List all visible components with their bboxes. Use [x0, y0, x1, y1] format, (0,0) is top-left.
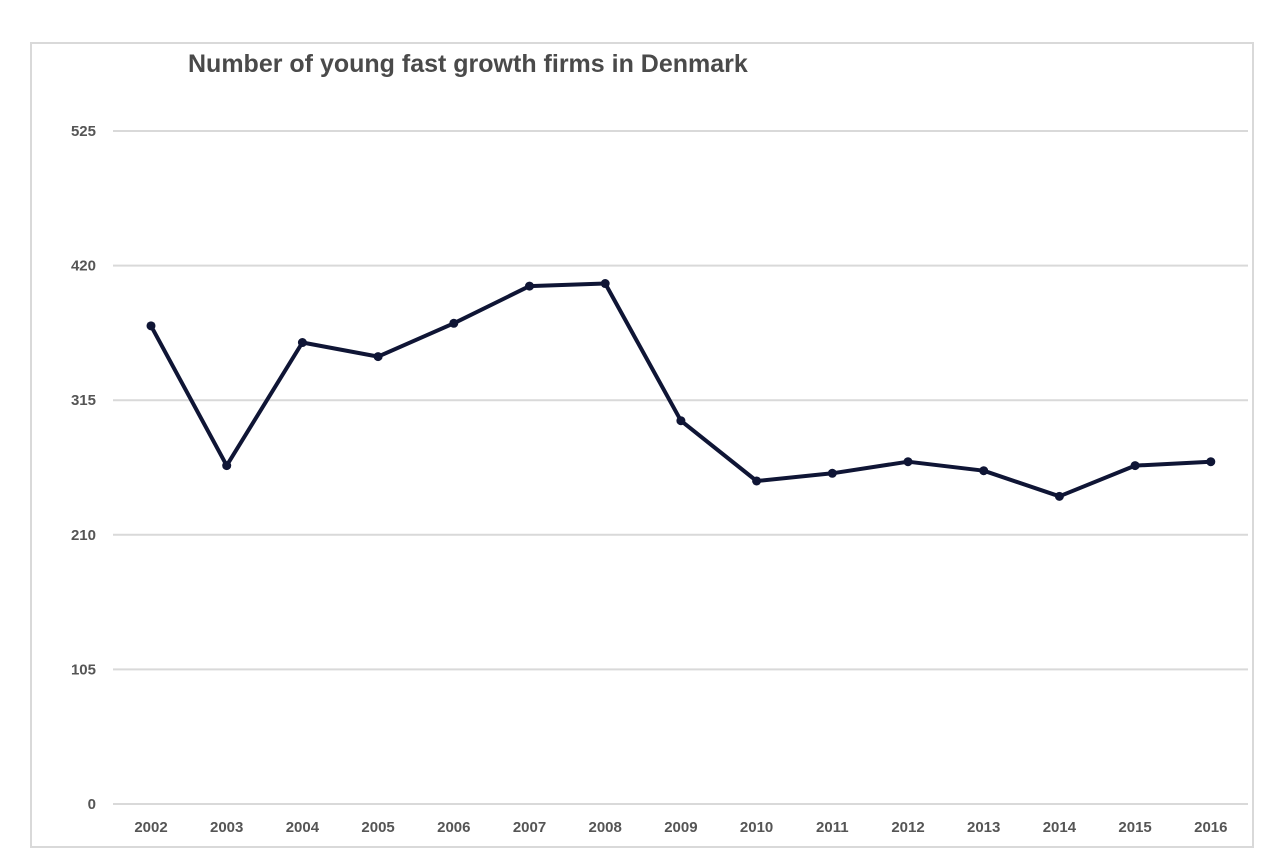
y-tick-label: 210: [71, 527, 96, 544]
x-tick-label: 2004: [286, 819, 320, 836]
series-line: [149, 281, 1213, 499]
data-point-2008: [600, 279, 610, 289]
data-point-2007: [525, 281, 534, 291]
x-tick-label: 2012: [891, 819, 924, 836]
y-tick-label: 525: [71, 123, 96, 140]
x-tick-label: 2006: [437, 819, 470, 836]
x-tick-label: 2014: [1043, 819, 1077, 836]
data-point-2004: [297, 338, 307, 348]
data-point-2009: [676, 416, 686, 426]
x-tick-label: 2011: [816, 819, 849, 836]
chart-title: Number of young fast growth firms in Den…: [188, 50, 748, 78]
y-tick-label: 420: [71, 258, 96, 275]
y-tick-label: 0: [88, 796, 96, 813]
x-tick-label: 2008: [589, 819, 622, 836]
x-tick-label: 2013: [967, 819, 1000, 836]
data-point-2010: [752, 476, 762, 486]
data-point-2002: [146, 321, 156, 331]
x-tick-label: 2016: [1194, 819, 1227, 836]
data-point-2014: [1054, 491, 1064, 501]
data-point-2003: [222, 461, 232, 471]
y-tick-label: 105: [71, 661, 96, 678]
series-layer: [146, 279, 1216, 501]
data-point-2005: [373, 352, 383, 362]
x-tick-label: 2002: [134, 819, 167, 836]
chart-frame: [30, 42, 1254, 848]
x-tick-label: 2010: [740, 819, 773, 836]
x-tick-label: 2005: [361, 819, 394, 836]
x-tick-label: 2009: [664, 819, 697, 836]
y-axis-tick-labels: 0 105 210 315 420 525: [71, 123, 96, 813]
data-point-2011: [827, 468, 837, 478]
data-point-2015: [1130, 461, 1140, 471]
gridlines: [113, 130, 1248, 805]
x-tick-label: 2007: [513, 819, 546, 836]
data-point-2006: [449, 318, 459, 328]
x-tick-label: 2003: [210, 819, 243, 836]
data-point-2013: [979, 466, 989, 476]
data-point-2012: [903, 457, 913, 467]
x-tick-label: 2015: [1118, 819, 1151, 836]
data-point-2016: [1206, 457, 1216, 467]
y-tick-label: 315: [71, 392, 96, 409]
x-axis-tick-labels: 2002 2003 2004 2005 2006 2007 2008 2009 2010 2011…: [134, 819, 1227, 836]
